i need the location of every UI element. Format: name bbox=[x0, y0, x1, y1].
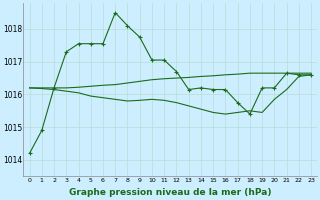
X-axis label: Graphe pression niveau de la mer (hPa): Graphe pression niveau de la mer (hPa) bbox=[69, 188, 272, 197]
